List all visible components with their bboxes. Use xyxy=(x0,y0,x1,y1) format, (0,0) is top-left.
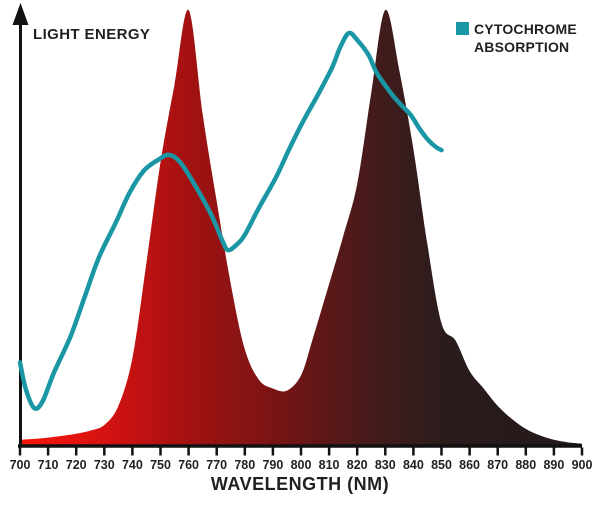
legend: CYTOCHROME ABSORPTION xyxy=(456,20,577,56)
x-tick-label: 750 xyxy=(150,458,171,472)
legend-swatch-icon xyxy=(456,22,469,35)
x-tick-label: 870 xyxy=(487,458,508,472)
x-tick-label: 740 xyxy=(122,458,143,472)
x-tick-label: 820 xyxy=(347,458,368,472)
x-tick-label: 790 xyxy=(262,458,283,472)
x-tick-label: 770 xyxy=(206,458,227,472)
legend-text: CYTOCHROME ABSORPTION xyxy=(474,20,577,56)
axes xyxy=(12,3,584,456)
legend-line1: CYTOCHROME xyxy=(474,21,577,37)
x-tick-label: 700 xyxy=(10,458,31,472)
x-tick-label: 860 xyxy=(459,458,480,472)
x-tick-label: 880 xyxy=(515,458,536,472)
x-tick-label: 900 xyxy=(572,458,593,472)
light-energy-area xyxy=(20,9,582,446)
x-tick-label: 710 xyxy=(38,458,59,472)
x-axis-title: WAVELENGTH (NM) xyxy=(210,474,390,494)
x-tick-label: 720 xyxy=(66,458,87,472)
x-tick-label: 780 xyxy=(234,458,255,472)
y-axis-label: LIGHT ENERGY xyxy=(33,26,151,43)
x-tick-label: 800 xyxy=(291,458,312,472)
x-tick-label: 810 xyxy=(319,458,340,472)
x-tick-label: 840 xyxy=(403,458,424,472)
x-tick-label: 730 xyxy=(94,458,115,472)
cytochrome-absorption-curve xyxy=(17,30,444,411)
x-tick-label: 850 xyxy=(431,458,452,472)
x-tick-labels: 700 710 720 730 740 750 760 770 780 790 800 810 820 8… xyxy=(10,458,593,472)
x-tick-label: 890 xyxy=(543,458,564,472)
x-tick-label: 830 xyxy=(375,458,396,472)
legend-line2: ABSORPTION xyxy=(474,39,570,56)
x-tick-label: 760 xyxy=(178,458,199,472)
